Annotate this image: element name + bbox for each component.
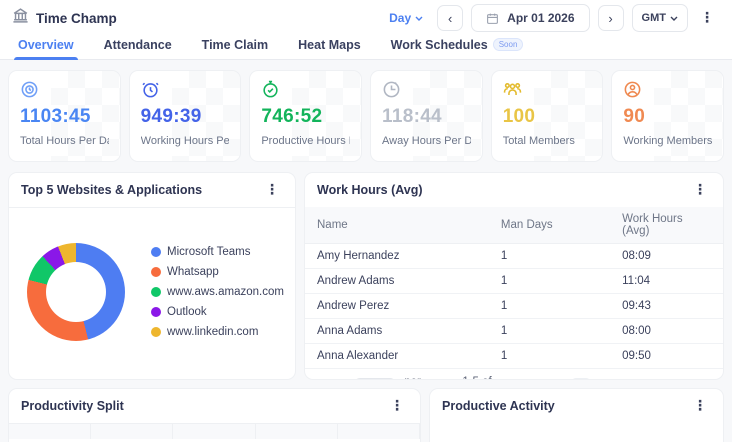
chart-legend: Microsoft Teams Whatsapp www.aws.amazon.… <box>151 246 284 338</box>
stat-label: Productive Hours Per... <box>261 135 350 147</box>
app-title: Time Champ <box>36 10 117 26</box>
total-hours-icon <box>20 80 109 100</box>
tab-work-schedules[interactable]: Work Schedules Soon <box>391 30 524 60</box>
stat-card-total-members[interactable]: 100 Total Members <box>490 70 604 162</box>
table-row[interactable]: Amy Hernandez 1 08:09 <box>305 243 723 269</box>
soon-badge: Soon <box>492 38 524 51</box>
legend-item[interactable]: www.aws.amazon.com <box>151 286 284 298</box>
card-title: Top 5 Websites & Applications <box>21 183 203 197</box>
page-button-3[interactable]: 3 <box>619 378 639 379</box>
column-header-man-days[interactable]: Man Days <box>488 207 611 244</box>
pagination-range: 1-5 of 100 <box>462 376 499 379</box>
stat-card-working-members[interactable]: 90 Working Members <box>611 70 725 162</box>
table-header-partial <box>9 423 420 439</box>
last-page-button[interactable]: ⇥ <box>691 378 711 379</box>
chevron-down-icon <box>670 16 678 21</box>
legend-item[interactable]: Outlook <box>151 306 284 318</box>
timezone-dropdown[interactable]: GMT <box>631 4 688 32</box>
calendar-icon <box>487 13 499 24</box>
per-page-label: per page <box>404 376 436 379</box>
pagination: Show 5 per page 1-5 of 100 ⇤ ← 1 2 3 ...… <box>305 369 723 379</box>
stat-value: 118:44 <box>382 106 442 127</box>
stat-value: 1103:45 <box>20 106 91 127</box>
top-websites-card: Top 5 Websites & Applications ⋮ Microsof… <box>8 172 296 380</box>
date-value: Apr 01 2026 <box>507 11 575 25</box>
bank-logo-icon <box>12 7 29 29</box>
table-row[interactable]: Anna Alexander 1 09:50 <box>305 343 723 369</box>
stat-value: 746:52 <box>261 106 323 127</box>
tab-heat-maps[interactable]: Heat Maps <box>298 37 361 52</box>
column-header-work-hours[interactable]: Work Hours (Avg) <box>610 207 723 244</box>
person-circle-icon <box>623 80 712 100</box>
legend-dot <box>151 266 161 277</box>
legend-dot <box>151 286 161 297</box>
column-header-name[interactable]: Name <box>305 207 489 244</box>
stat-label: Working Members <box>623 135 713 147</box>
chevron-down-icon <box>415 16 423 21</box>
work-hours-kebab-menu[interactable]: ⋮ <box>693 182 707 198</box>
websites-kebab-menu[interactable]: ⋮ <box>265 182 279 198</box>
stat-value: 100 <box>502 106 536 127</box>
alarm-clock-icon <box>141 80 230 100</box>
legend-item[interactable]: www.linkedin.com <box>151 326 284 338</box>
page-button-2[interactable]: 2 <box>595 378 615 379</box>
stat-card-productive-hours[interactable]: 746:52 Productive Hours Per... <box>249 70 363 162</box>
stat-card-away-hours[interactable]: 118:44 Away Hours Per Day <box>370 70 483 162</box>
brand: Time Champ <box>12 7 117 29</box>
card-title: Productivity Split <box>21 399 124 413</box>
table-row[interactable]: Andrew Adams 1 11:04 <box>305 268 723 294</box>
date-picker-button[interactable]: Apr 01 2026 <box>471 4 590 32</box>
stat-card-total-hours[interactable]: 1103:45 Total Hours Per Day <box>8 70 121 162</box>
page-size-select[interactable]: 5 <box>353 378 397 379</box>
away-clock-icon <box>382 80 471 100</box>
productive-activity-card: Productive Activity ⋮ <box>429 388 724 442</box>
work-hours-card: Work Hours (Avg) ⋮ Name Man Days Work Ho… <box>304 172 724 380</box>
legend-dot <box>151 326 161 337</box>
stat-label: Away Hours Per Day <box>382 135 471 147</box>
tab-bar: Overview Attendance Time Claim Heat Maps… <box>0 30 732 60</box>
stopwatch-icon <box>261 80 350 100</box>
next-date-button[interactable]: › <box>597 5 624 31</box>
tab-attendance[interactable]: Attendance <box>103 37 172 52</box>
prev-date-button[interactable]: ‹ <box>437 5 464 31</box>
top-header: Time Champ Day ‹ Apr 01 2026 › GMT ⋮ <box>0 0 732 32</box>
card-title: Work Hours (Avg) <box>317 183 423 197</box>
legend-item[interactable]: Microsoft Teams <box>151 246 284 258</box>
header-kebab-menu[interactable]: ⋮ <box>700 10 714 26</box>
productive-activity-kebab-menu[interactable]: ⋮ <box>693 398 707 414</box>
work-hours-table: Name Man Days Work Hours (Avg) Amy Herna… <box>305 207 723 369</box>
legend-dot <box>151 246 161 257</box>
stat-card-working-hours[interactable]: 949:39 Working Hours Per Day <box>128 70 242 162</box>
next-page-button[interactable]: → <box>667 378 687 379</box>
page-button-1[interactable]: 1 <box>571 378 591 379</box>
page-ellipsis: ... <box>643 378 663 379</box>
legend-dot <box>151 306 161 317</box>
table-row[interactable]: Anna Adams 1 08:00 <box>305 318 723 344</box>
stat-value: 949:39 <box>140 106 202 127</box>
stat-value: 90 <box>623 106 646 127</box>
stat-label: Total Members <box>502 135 575 147</box>
table-header-row: Name Man Days Work Hours (Avg) <box>305 207 723 244</box>
stat-label: Working Hours Per Day <box>140 135 230 147</box>
donut-chart-area: Microsoft Teams Whatsapp www.aws.amazon.… <box>9 208 295 379</box>
people-group-icon <box>503 80 592 100</box>
productivity-split-kebab-menu[interactable]: ⋮ <box>390 398 404 414</box>
legend-item[interactable]: Whatsapp <box>151 266 284 278</box>
period-dropdown[interactable]: Day <box>389 11 423 25</box>
prev-page-button[interactable]: ← <box>547 378 567 379</box>
first-page-button[interactable]: ⇤ <box>523 378 543 379</box>
productivity-split-card: Productivity Split ⋮ <box>8 388 421 442</box>
table-row[interactable]: Andrew Perez 1 09:43 <box>305 293 723 319</box>
tab-time-claim[interactable]: Time Claim <box>201 37 269 52</box>
donut-chart[interactable] <box>27 242 125 341</box>
stat-label: Total Hours Per Day <box>20 135 109 147</box>
stats-row: 1103:45 Total Hours Per Day 949:39 Worki… <box>8 70 725 162</box>
card-title: Productive Activity <box>442 399 555 413</box>
tab-overview[interactable]: Overview <box>14 30 78 60</box>
